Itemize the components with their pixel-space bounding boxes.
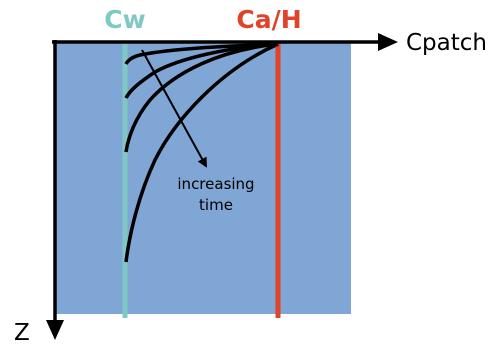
ca-h-label: Ca/H [236,5,301,34]
x-axis-arrowhead [378,33,398,51]
cw-label: Cw [104,5,145,34]
domain-region [55,42,351,314]
annotation-time: time [199,196,233,214]
profile-curve [124,42,279,99]
z-axis-arrowhead [46,320,64,340]
profile-curve [124,42,279,153]
profile-curve [124,42,279,65]
annotation-increasing: increasing [177,175,254,193]
increasing-time-arrow [141,49,207,168]
z-axis-label: Z [14,320,30,346]
x-axis-label: Cpatch [406,30,487,56]
profile-curve [124,42,279,263]
